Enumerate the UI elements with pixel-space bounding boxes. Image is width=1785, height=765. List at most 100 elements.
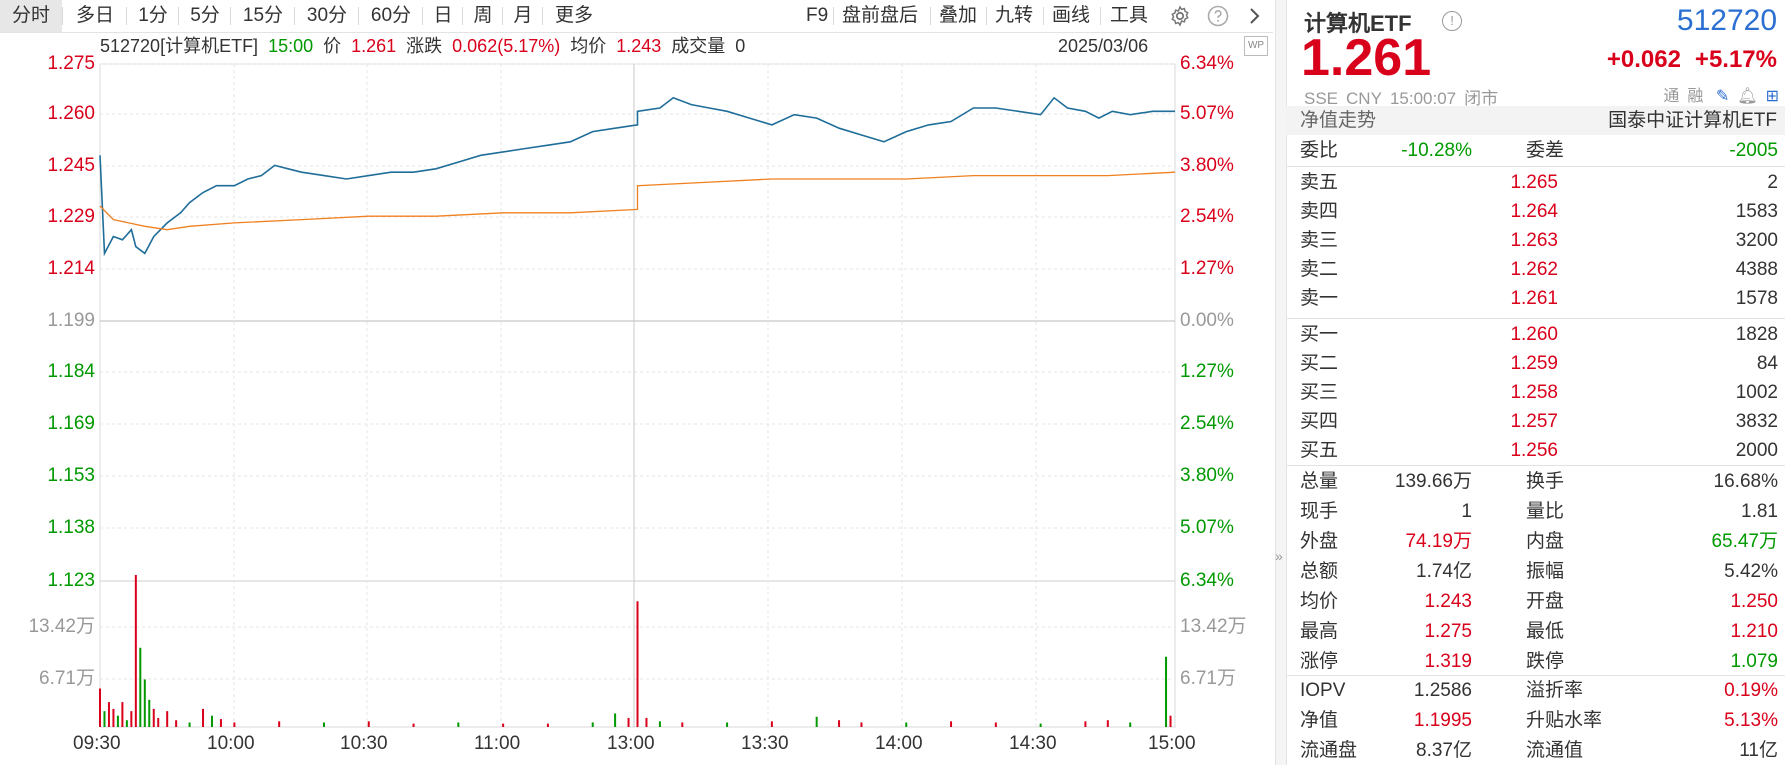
panel-divider (1286, 318, 1785, 319)
volume-axis-label: 13.42万 (28, 616, 95, 637)
book-price: 1.264 (1510, 201, 1558, 222)
time-axis-label: 13:00 (607, 733, 655, 754)
stat-row: 净值 1.1995 升贴水率 5.13% (1300, 706, 1778, 735)
stat-value: 1.2586 (1413, 680, 1472, 701)
time-axis-label: 15:00 (1148, 733, 1196, 754)
stat-value: 1.275 (1424, 621, 1472, 642)
draw-line-button[interactable]: 画线 (1052, 5, 1091, 26)
stat-row: 均价 1.243 开盘 1.250 (1300, 587, 1778, 616)
ask-row[interactable]: 卖一 1.261 1578 (1300, 284, 1778, 313)
book-level-label: 买二 (1300, 353, 1339, 374)
quote-date: 2025/03/06 (1058, 36, 1149, 56)
connect-button[interactable]: 通 (1663, 88, 1680, 105)
time-axis-label: 10:30 (340, 733, 388, 754)
stat-value: 74.19万 (1405, 531, 1472, 552)
add-icon[interactable]: ⊞ (1765, 88, 1779, 105)
help-icon[interactable] (1206, 4, 1230, 28)
edit-icon[interactable]: ✎ (1715, 88, 1730, 105)
nine-turn-button[interactable]: 九转 (995, 5, 1034, 26)
book-level-label: 买四 (1300, 411, 1339, 432)
premarket-button[interactable]: 盘前盘后 (842, 5, 919, 26)
stat-label: 均价 (1300, 591, 1339, 612)
ask-row[interactable]: 卖五 1.265 2 (1300, 168, 1778, 197)
nav-row[interactable]: 净值走势 国泰中证计算机ETF (1286, 106, 1785, 135)
stat-label: 外盘 (1300, 531, 1339, 552)
book-price: 1.260 (1510, 324, 1558, 345)
percent-axis-label: 1.27% (1180, 258, 1234, 279)
book-price: 1.258 (1510, 382, 1558, 403)
price-axis-label: 1.229 (47, 206, 95, 227)
change-percent: +5.17% (1694, 46, 1777, 73)
book-level-label: 卖五 (1300, 172, 1339, 193)
security-code: 512720 (1676, 4, 1777, 37)
tab-60min[interactable]: 60分 (370, 5, 412, 26)
wp-icon[interactable]: WP (1244, 36, 1268, 56)
tab-divider (230, 7, 231, 25)
tab-day[interactable]: 日 (433, 5, 453, 26)
ratio-value: -10.28% (1401, 140, 1472, 161)
tab-15min[interactable]: 15分 (242, 5, 284, 26)
chevron-right-icon[interactable] (1242, 4, 1266, 28)
margin-button[interactable]: 融 (1687, 88, 1704, 105)
tab-week[interactable]: 周 (473, 5, 493, 26)
bid-row[interactable]: 买五 1.256 2000 (1300, 436, 1778, 465)
bid-row[interactable]: 买二 1.259 84 (1300, 349, 1778, 378)
index-name: 国泰中证计算机ETF (1608, 110, 1777, 131)
f9-button[interactable]: F9 (806, 5, 829, 26)
tab-month[interactable]: 月 (513, 5, 533, 26)
bid-row[interactable]: 买一 1.260 1828 (1300, 320, 1778, 349)
bid-row[interactable]: 买四 1.257 3832 (1300, 407, 1778, 436)
stat-value: 1.243 (1424, 591, 1472, 612)
book-volume: 84 (1756, 353, 1778, 374)
ask-row[interactable]: 卖二 1.262 4388 (1300, 255, 1778, 284)
security-code-name: 512720[计算机ETF] (100, 36, 259, 56)
tools-button[interactable]: 工具 (1110, 5, 1149, 26)
diff-value: -2005 (1729, 140, 1778, 161)
tab-5min[interactable]: 5分 (190, 5, 220, 26)
exchange: SSE (1304, 89, 1339, 108)
info-icon[interactable]: ! (1442, 11, 1462, 31)
ask-row[interactable]: 卖四 1.264 1583 (1300, 197, 1778, 226)
tab-30min[interactable]: 30分 (306, 5, 348, 26)
book-price: 1.265 (1510, 172, 1558, 193)
tab-divider (294, 7, 295, 25)
stat-value: 139.66万 (1394, 471, 1472, 492)
percent-axis-label: 5.07% (1180, 103, 1234, 124)
stat-value: 1.81 (1741, 501, 1778, 522)
stat-row: 外盘 74.19万 内盘 65.47万 (1300, 527, 1778, 556)
price-axis-label: 1.153 (47, 465, 95, 486)
change-label: 涨跌 (406, 36, 443, 56)
ask-row[interactable]: 卖三 1.263 3200 (1300, 226, 1778, 255)
price-label: 价 (323, 36, 342, 56)
price-value: 1.261 (351, 36, 397, 56)
panel-expander[interactable]: » (1275, 0, 1287, 765)
order-ratio-row: 委比 -10.28% 委差 -2005 (1300, 136, 1778, 165)
book-price: 1.256 (1510, 440, 1558, 461)
market-meta: SSE CNY 15:00:07 闭市 (1304, 84, 1506, 109)
tab-1min[interactable]: 1分 (138, 5, 168, 26)
book-volume: 3832 (1735, 411, 1778, 432)
book-level-label: 买三 (1300, 382, 1339, 403)
stat-value: 65.47万 (1711, 531, 1778, 552)
chart-grid (99, 63, 1176, 728)
update-time: 15:00:07 (1389, 89, 1457, 108)
stat-row: 总量 139.66万 换手 16.68% (1300, 467, 1778, 496)
tab-more[interactable]: 更多 (554, 5, 593, 26)
double-chevron-icon[interactable]: » (1275, 548, 1283, 564)
time-axis-label: 10:00 (207, 733, 255, 754)
quote-panel: 计算机ETF ! 512720 1.261 +0.062 +5.17% SSE CN… (1286, 0, 1785, 765)
avg-price-value: 1.243 (616, 36, 662, 56)
bid-row[interactable]: 买三 1.258 1002 (1300, 378, 1778, 407)
gear-icon[interactable] (1168, 4, 1192, 28)
intraday-chart[interactable] (0, 0, 1273, 765)
tab-multi-day[interactable]: 多日 (75, 5, 114, 26)
alert-icon[interactable]: 🔔︎ (1737, 88, 1758, 105)
stat-value: 5.13% (1724, 710, 1778, 731)
avg-price-label: 均价 (570, 36, 607, 56)
nav-trend-label[interactable]: 净值走势 (1300, 110, 1377, 131)
overlay-button[interactable]: 叠加 (939, 5, 978, 26)
stat-label: 换手 (1526, 471, 1565, 492)
tab-divider (126, 7, 127, 25)
book-price: 1.263 (1510, 230, 1558, 251)
tab-intraday[interactable]: 分时 (0, 0, 62, 32)
